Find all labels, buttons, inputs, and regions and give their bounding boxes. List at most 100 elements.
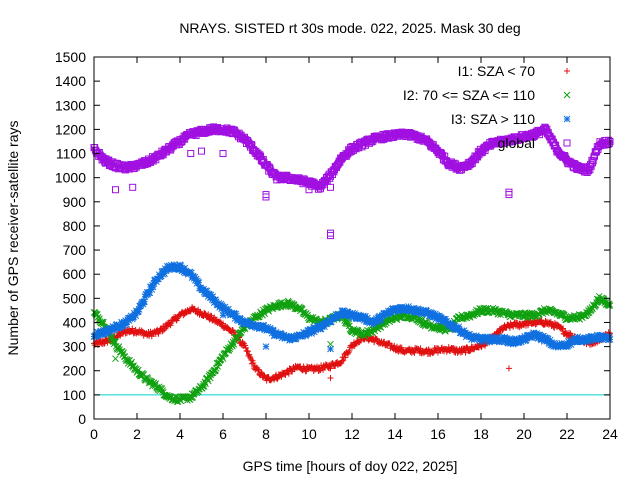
marker-i1-sza-70 [129,325,136,332]
x-tick-label: 6 [219,426,227,442]
marker-i3-sza-110 [410,304,418,312]
marker-i3-sza-110 [423,307,430,315]
marker-global-outlier [219,150,227,158]
marker-i3-sza-110 [501,334,509,342]
marker-i3-sza-110 [562,343,570,351]
marker-i3-sza-110 [560,342,568,350]
marker-i3-sza-110 [125,317,133,324]
y-tick-label: 1000 [55,170,86,186]
marker-i3-sza-110 [177,262,185,269]
legend: I1: SZA < 70 I2: 70 <= SZA <= 110 I3: SZA … [403,63,571,151]
marker-i1-sza-70 [246,353,253,360]
marker-i3-sza-110 [595,336,602,343]
marker-global-outlier [262,193,270,201]
marker-i2-70-sza-110-outlier [327,340,334,348]
marker-i1-sza-70 [180,312,187,319]
marker-i3-sza-110 [141,298,148,305]
x-tick-label: 18 [473,426,489,442]
marker-global-outlier [112,186,119,194]
y-tick-label: 400 [63,314,87,330]
marker-i3-sza-110 [405,303,412,310]
marker-i3-sza-110 [587,337,594,345]
marker-i3-sza-110 [538,336,545,344]
marker-i3-sza-110 [451,322,459,330]
legend-label-1: I2: 70 <= SZA <= 110 [403,87,535,103]
y-axis-label: Number of GPS receiver-satellite rays [5,121,21,356]
marker-i2-70-sza-110 [110,338,117,345]
marker-i3-sza-110 [581,337,588,344]
marker-global-outlier [327,229,334,237]
data-marks [90,123,614,406]
y-tick-label: 700 [63,242,87,258]
marker-i3-sza-110 [432,315,440,323]
marker-i3-sza-110 [97,327,105,335]
marker-i3-sza-110 [308,330,316,337]
marker-i1-sza-70 [391,342,398,349]
marker-global-outlier [198,147,205,155]
legend-label-0: I1: SZA < 70 [458,63,536,79]
y-tick-label: 200 [63,363,87,379]
marker-i1-sza-70-outlier [505,365,512,372]
legend-marker-2 [563,115,571,123]
y-tick-label: 900 [63,194,87,210]
marker-i3-sza-110 [351,310,359,318]
marker-i1-sza-70 [244,348,251,355]
marker-i3-sza-110 [513,335,520,343]
marker-i1-sza-70 [229,326,236,333]
tick-marks [93,56,611,420]
marker-i3-sza-110 [247,320,254,327]
marker-i1-sza-70 [239,338,246,345]
marker-i3-sza-110 [123,321,131,328]
marker-i3-sza-110 [523,334,531,342]
marker-i1-sza-70-outlier [516,324,523,331]
marker-i2-70-sza-110 [212,366,219,374]
marker-i1-sza-70 [160,327,167,334]
marker-global-outlier [187,150,195,158]
marker-i2-70-sza-110-outlier [505,311,513,319]
marker-i3-sza-110 [374,318,381,326]
marker-i3-sza-110 [195,279,203,286]
marker-global-outlier [129,183,137,191]
marker-i3-sza-110 [341,311,348,319]
marker-i1-sza-70 [532,321,539,328]
marker-i3-sza-110 [139,300,147,308]
x-tick-label: 12 [344,426,360,442]
marker-i3-sza-110 [161,270,168,277]
y-tick-label: 1300 [55,97,86,113]
x-tick-label: 0 [90,426,98,442]
marker-i2-70-sza-110 [158,385,166,392]
marker-i3-sza-110 [232,310,240,318]
marker-i3-sza-110 [210,296,217,304]
marker-i2-70-sza-110 [146,377,154,385]
marker-i2-70-sza-110 [605,300,613,308]
marker-i3-sza-110 [485,334,492,342]
marker-i3-sza-110 [398,303,406,311]
marker-i1-sza-70 [559,325,566,332]
legend-marker-1 [563,91,571,99]
y-tick-label: 0 [78,411,86,427]
marker-i3-sza-110 [203,287,211,295]
marker-i3-sza-110 [344,308,352,316]
marker-i2-70-sza-110 [592,301,600,309]
marker-i1-sza-70 [274,375,281,382]
marker-i1-sza-70 [338,358,345,365]
marker-i2-70-sza-110 [605,302,613,309]
marker-i2-70-sza-110 [515,310,522,318]
marker-i3-sza-110 [214,301,222,309]
marker-i1-sza-70 [342,354,349,361]
marker-i1-sza-70 [439,344,446,351]
marker-global [589,157,597,165]
marker-i3-sza-110 [148,286,156,293]
marker-i3-sza-110 [554,343,562,351]
marker-i3-sza-110 [212,298,220,305]
marker-global [441,152,449,160]
marker-i1-sza-70 [346,347,353,354]
marker-i1-sza-70 [463,344,470,351]
series-3 [90,123,614,240]
marker-i1-sza-70 [155,330,162,337]
marker-i3-sza-110 [167,261,175,269]
marker-i2-70-sza-110 [344,318,352,326]
marker-i1-sza-70 [411,349,418,356]
marker-i1-sza-70 [201,309,208,316]
tick-labels: 0 2 4 6 8 10 12 14 16 18 20 22 240100200300400500600… [55,49,618,442]
